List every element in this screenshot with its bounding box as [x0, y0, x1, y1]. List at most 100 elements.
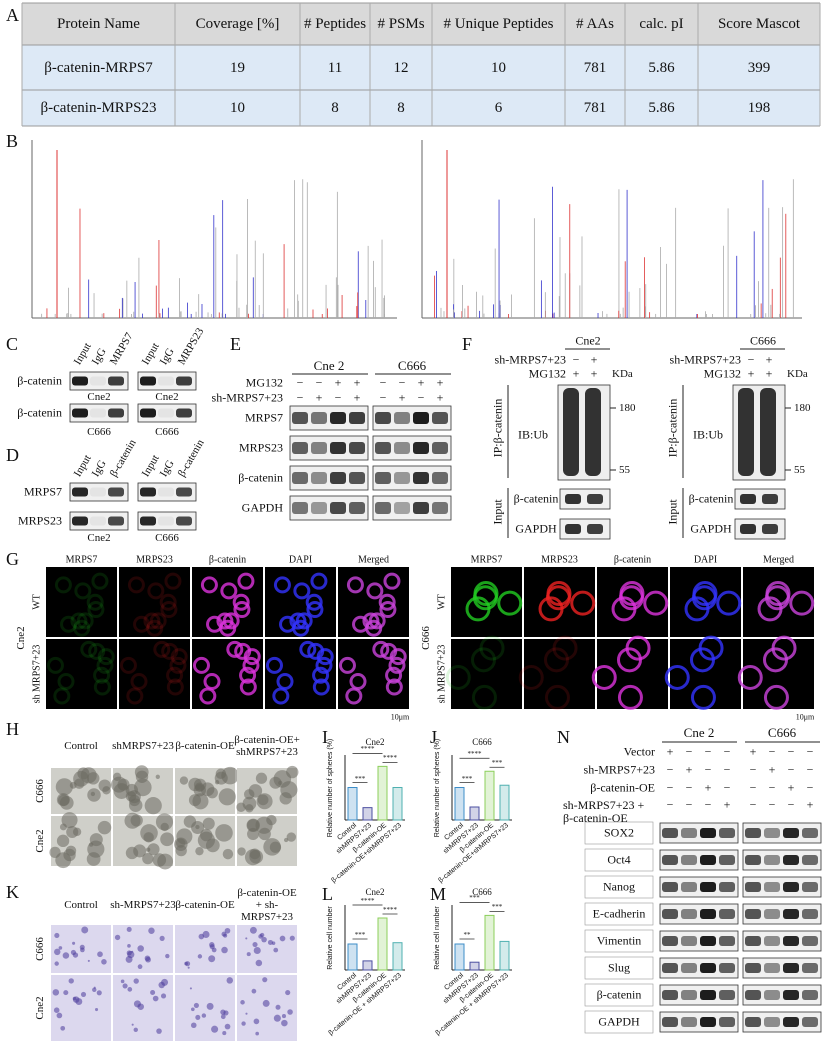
photo-detail — [55, 778, 73, 796]
y-axis-label: Relative cell number — [434, 905, 442, 970]
cell-stain — [169, 656, 187, 674]
sign: − — [787, 797, 795, 812]
blot-band — [662, 882, 678, 892]
photo-detail — [128, 798, 143, 812]
blot-band — [719, 936, 735, 946]
blot — [742, 957, 822, 979]
row-label: Slug — [607, 960, 631, 975]
blot-band — [394, 502, 410, 514]
photo-detail — [54, 948, 61, 956]
photo-detail — [94, 1008, 99, 1012]
panel-letter: H — [6, 719, 19, 740]
channel-label: DAPI — [288, 554, 313, 566]
table-cell: 198 — [747, 99, 771, 116]
significance-label: *** — [461, 774, 473, 783]
significance-label: **** — [383, 906, 397, 915]
blot-band — [719, 855, 735, 865]
table-cell: 11 — [327, 59, 343, 76]
photo-detail — [262, 999, 270, 1007]
panel-letter: A — [6, 5, 19, 26]
channel-label: MRPS7 — [65, 554, 98, 566]
cell-stain — [372, 640, 390, 658]
cell-stain — [473, 581, 499, 607]
cell-stain — [470, 647, 496, 673]
photo-detail — [215, 824, 233, 842]
photo-detail — [211, 1025, 219, 1033]
cell-stain — [305, 593, 323, 611]
row-label-box — [584, 875, 654, 899]
column-label: Control — [64, 739, 98, 752]
photo-detail — [61, 812, 78, 829]
photo-detail — [281, 1014, 286, 1019]
channel-label: β-catenin — [613, 554, 652, 566]
photo-detail — [262, 977, 268, 983]
photo-detail — [279, 792, 292, 805]
cell-stain — [242, 656, 260, 674]
blot-band — [292, 442, 308, 454]
cell-stain — [643, 590, 669, 616]
cell-stain — [147, 582, 165, 600]
blot-band — [745, 963, 761, 973]
micrograph — [46, 567, 117, 637]
photo-detail — [237, 847, 246, 856]
blot-band — [349, 472, 365, 484]
photo-detail — [236, 802, 246, 812]
photo-detail — [70, 949, 77, 955]
blot-band — [662, 855, 678, 865]
table-row — [22, 90, 820, 126]
table-header: Score Mascot — [717, 15, 801, 32]
blot-band — [375, 442, 391, 454]
sign: − — [749, 762, 757, 777]
photo-detail — [160, 832, 174, 847]
column-label: shMRPS7+23 — [112, 739, 174, 752]
cell-stain — [80, 640, 98, 658]
sign: + — [398, 390, 406, 405]
sign: − — [666, 797, 674, 812]
blot-band — [432, 472, 448, 484]
table-cell: 12 — [393, 59, 409, 76]
cell-stain — [153, 640, 171, 658]
row-label: MRPS23 — [17, 513, 62, 528]
cell-stain — [60, 615, 78, 633]
blot-band — [158, 516, 174, 526]
panel-letter: N — [557, 727, 570, 748]
photo-detail — [266, 814, 277, 826]
photo-detail — [114, 934, 121, 941]
blot-band — [681, 828, 697, 838]
bar — [362, 960, 373, 971]
panel-letter: G — [6, 549, 19, 570]
blot-band — [375, 502, 391, 514]
photo-detail — [221, 766, 239, 785]
blot-band — [90, 376, 106, 386]
cell-stain — [690, 684, 716, 710]
cell-stain — [479, 635, 505, 661]
cell-stain — [170, 648, 188, 666]
table-header: Protein Name — [57, 15, 140, 32]
photo-detail — [189, 987, 192, 990]
cell-stain — [366, 582, 384, 600]
cell-stain — [684, 596, 710, 622]
photo-detail — [147, 843, 160, 856]
blot-band — [587, 524, 603, 534]
blot-band — [681, 990, 697, 1000]
photo-detail — [155, 774, 160, 779]
group-label: Cne 2 — [683, 724, 715, 740]
row-label: Vimentin — [596, 933, 642, 948]
cell-stain — [232, 593, 250, 611]
photo-detail — [127, 987, 133, 992]
blot-band — [802, 828, 818, 838]
blot-band — [764, 1017, 780, 1027]
row-label: β-catenin — [238, 470, 283, 485]
sign: − — [723, 762, 731, 777]
sign: − — [379, 375, 387, 390]
row-label-box — [584, 902, 654, 926]
sign: − — [723, 780, 731, 795]
bar — [454, 787, 465, 821]
photo-detail — [193, 1002, 199, 1008]
blot-band — [700, 855, 716, 865]
blot-band — [681, 1017, 697, 1027]
blot-band — [700, 909, 716, 919]
cell-stain — [203, 673, 221, 691]
column-label: β-catenin-OE+ shMRPS7+23 — [234, 733, 300, 758]
blot-band — [140, 516, 156, 526]
